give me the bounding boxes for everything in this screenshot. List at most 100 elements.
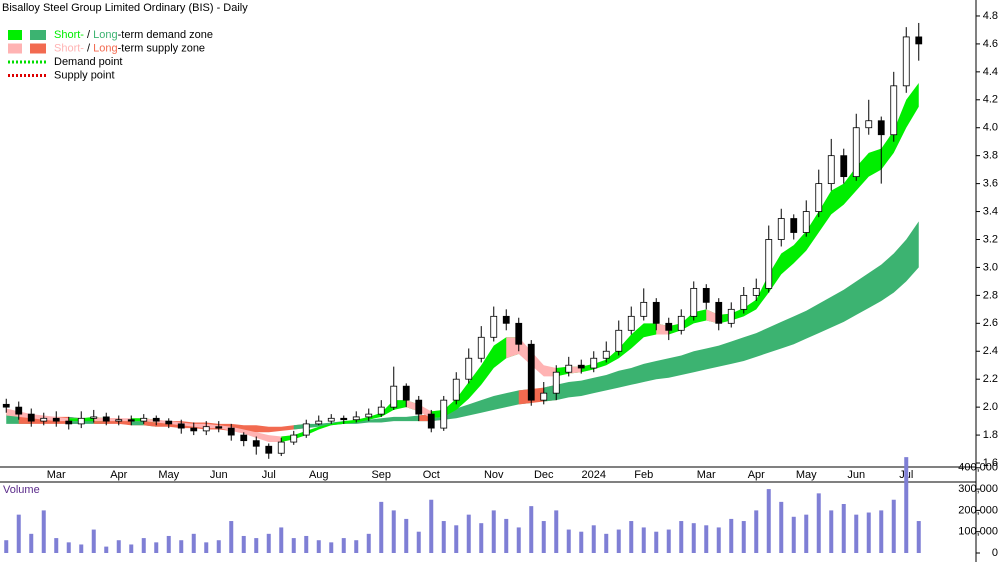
candle-body	[877, 120, 885, 136]
candle-body	[365, 413, 373, 418]
short-term-zone	[506, 337, 569, 377]
y-tick-label: 4.4	[983, 66, 998, 78]
candle-body	[527, 343, 535, 401]
candle-body	[315, 420, 323, 425]
volume-bar	[41, 510, 46, 553]
volume-bar	[704, 525, 709, 553]
legend-swatch	[30, 43, 46, 54]
candle-body	[652, 301, 660, 324]
candle-body	[427, 413, 435, 429]
volume-bar	[466, 514, 471, 553]
candle-body	[165, 420, 173, 425]
volume-bar	[729, 518, 734, 553]
volume-tick-label: 0	[992, 547, 998, 559]
candle-body	[252, 440, 260, 447]
legend-text: -term supply zone	[118, 42, 205, 54]
volume-bar	[604, 533, 609, 553]
legend-swatch	[8, 43, 22, 54]
volume-bar	[54, 538, 59, 553]
volume-bar	[816, 493, 821, 553]
x-tick-label: Jul	[262, 469, 276, 481]
y-tick-label: 4.6	[983, 38, 998, 50]
candle-body	[790, 218, 798, 233]
volume-bar	[179, 540, 184, 553]
candle-body	[715, 301, 723, 324]
volume-bar	[516, 527, 521, 553]
legend-text: Long	[93, 42, 117, 54]
candle-body	[540, 392, 548, 401]
candle-body	[915, 36, 923, 45]
candle-body	[90, 416, 98, 419]
candle-body	[890, 85, 898, 136]
volume-bar	[291, 538, 296, 553]
volume-bar	[491, 510, 496, 553]
volume-bar	[329, 542, 334, 553]
candle-body	[127, 419, 135, 422]
candle-body	[52, 417, 60, 422]
volume-bar	[404, 518, 409, 553]
candle-body	[690, 287, 698, 317]
volume-tick-label: 300,000	[958, 483, 998, 495]
candle-body	[490, 315, 498, 338]
x-tick-label: May	[158, 469, 179, 481]
x-tick-label: Dec	[534, 469, 554, 481]
volume-bar	[766, 489, 771, 553]
candle-body	[590, 357, 598, 369]
volume-bar	[204, 542, 209, 553]
short-term-zone	[6, 408, 82, 422]
candle-body	[477, 336, 485, 359]
candle-body	[152, 417, 160, 422]
volume-bar	[916, 521, 921, 553]
y-tick-label: 3.2	[983, 233, 998, 245]
x-tick-label: Oct	[423, 469, 440, 481]
volume-bar	[891, 499, 896, 553]
y-tick-label: 2.2	[983, 373, 998, 385]
legend-label: Short- / Long-term supply zone	[54, 42, 205, 54]
volume-bar	[16, 514, 21, 553]
candle-body	[727, 308, 735, 324]
y-tick-label: 1.8	[983, 429, 998, 441]
candle-body	[290, 434, 298, 443]
legend-label: Short- / Long-term demand zone	[54, 29, 213, 41]
legend-text: Short-	[54, 29, 84, 41]
candle-body	[227, 427, 235, 436]
long-term-zone	[143, 419, 307, 433]
volume-bar	[904, 457, 909, 553]
volume-bar	[554, 510, 559, 553]
volume-bar	[154, 542, 159, 553]
volume-bar	[579, 531, 584, 553]
candle-body	[827, 155, 835, 185]
chart-title: Bisalloy Steel Group Limited Ordinary (B…	[2, 2, 248, 14]
candle-body	[802, 211, 810, 233]
y-tick-label: 2.6	[983, 317, 998, 329]
volume-bar	[316, 540, 321, 553]
long-term-zone	[293, 414, 432, 430]
candle-body	[752, 287, 760, 296]
candle-body	[777, 218, 785, 240]
volume-bar	[391, 510, 396, 553]
candle-body	[390, 385, 398, 408]
volume-bar	[216, 540, 221, 553]
candle-body	[740, 294, 748, 310]
candle-body	[840, 155, 848, 178]
candle-body	[115, 419, 123, 422]
legend-swatch	[8, 30, 22, 40]
y-tick-label: 1.6	[983, 457, 998, 469]
volume-bar	[29, 533, 34, 553]
volume-bar	[641, 527, 646, 553]
volume-bar	[379, 501, 384, 553]
volume-bar	[229, 521, 234, 553]
volume-bar	[79, 544, 84, 553]
x-tick-label: Apr	[748, 469, 765, 481]
x-tick-label: Feb	[634, 469, 653, 481]
x-tick-label: Mar	[47, 469, 66, 481]
x-tick-label: Nov	[484, 469, 504, 481]
candle-body	[627, 315, 635, 331]
candle-body	[177, 423, 185, 429]
y-tick-label: 2.8	[983, 289, 998, 301]
y-tick-label: 3.8	[983, 150, 998, 162]
legend-text: /	[84, 42, 93, 54]
volume-bar	[479, 523, 484, 553]
volume-bar	[129, 544, 134, 553]
volume-bar	[866, 512, 871, 553]
